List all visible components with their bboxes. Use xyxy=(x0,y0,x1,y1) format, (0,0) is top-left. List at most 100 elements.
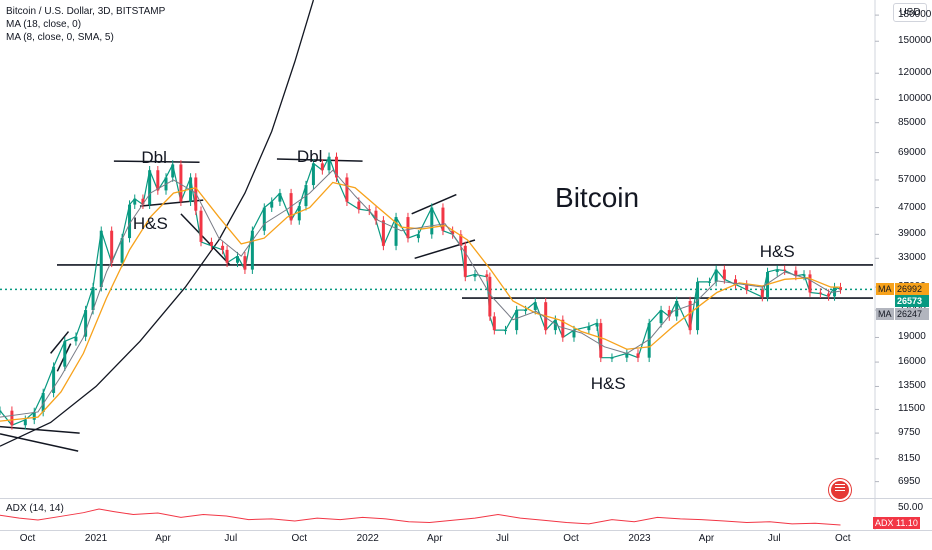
annotation-label[interactable]: H&S xyxy=(590,374,626,394)
candle-body xyxy=(599,323,603,358)
currency-button[interactable]: USD xyxy=(893,3,927,22)
trendline xyxy=(276,158,363,162)
series-line xyxy=(0,155,841,426)
price-tick-label: 16000 xyxy=(898,356,926,368)
price-tick-label: 120000 xyxy=(898,67,932,79)
adx-legend[interactable]: ADX (14, 14) xyxy=(6,503,64,514)
candle-body xyxy=(297,206,301,221)
price-tick-label: 8150 xyxy=(898,452,921,464)
price-tick-label: 6950 xyxy=(898,475,921,487)
annotation-label[interactable]: H&S xyxy=(132,213,168,233)
candle-body xyxy=(278,193,282,202)
price-tick-label: 13500 xyxy=(898,380,926,392)
candle-body xyxy=(320,163,324,171)
annotation-label[interactable]: Bitcoin xyxy=(555,181,640,213)
trendline xyxy=(180,213,231,266)
time-tick-label: Jul xyxy=(496,533,509,544)
candle-body xyxy=(595,323,599,327)
trendline xyxy=(0,433,79,452)
candle-body xyxy=(209,241,213,246)
candle-body xyxy=(270,201,274,208)
price-tag-value: 26573 xyxy=(895,295,929,307)
trendline xyxy=(50,331,70,354)
candle-body xyxy=(610,357,614,359)
candle-body xyxy=(625,353,629,358)
price-tick-label: 100000 xyxy=(898,93,932,105)
adx-tick: 50.00 xyxy=(898,502,924,513)
price-tag-label: MA xyxy=(876,283,894,295)
price-tick-label: 180000 xyxy=(898,9,932,21)
candle-body xyxy=(52,366,56,393)
time-tick-label: Oct xyxy=(19,533,36,544)
trendline xyxy=(113,160,200,163)
candle-body xyxy=(84,310,88,337)
candle-body xyxy=(357,201,361,210)
annotation-label[interactable]: Dbl xyxy=(296,146,323,166)
candle-body xyxy=(459,234,463,246)
candle-body xyxy=(838,287,842,290)
ma18-legend[interactable]: MA (18, close, 0) xyxy=(6,19,82,30)
candle-body xyxy=(367,209,371,211)
candle-body xyxy=(416,234,420,239)
price-tick-label: 9750 xyxy=(898,427,921,439)
price-tag-label: MA xyxy=(876,308,894,320)
candle-body xyxy=(91,287,95,311)
price-tick-label: 33000 xyxy=(898,252,926,264)
series-layer xyxy=(0,152,842,430)
candle-body xyxy=(696,281,700,331)
time-tick-label: Apr xyxy=(426,533,443,544)
candle-body xyxy=(99,230,103,288)
candle-body xyxy=(488,276,492,317)
annotation-label[interactable]: H&S xyxy=(759,241,795,261)
candle-body xyxy=(32,411,36,420)
flag-icon[interactable] xyxy=(829,479,851,501)
trendline xyxy=(411,193,457,215)
candle-body xyxy=(783,269,787,271)
candle-body xyxy=(374,210,378,221)
chart-legend: Bitcoin / U.S. Dollar, 3D, BITSTAMP MA (… xyxy=(6,5,165,44)
candle-body xyxy=(430,207,434,235)
candle-body xyxy=(647,323,651,358)
ma8-legend[interactable]: MA (8, close, 0, SMA, 5) xyxy=(6,32,114,43)
candle-body xyxy=(394,217,398,246)
symbol-title[interactable]: Bitcoin / U.S. Dollar, 3D, BITSTAMP xyxy=(6,6,166,17)
candle-body xyxy=(587,326,591,331)
candle-body xyxy=(827,293,831,297)
price-tag-value: 26247 xyxy=(895,308,929,320)
candle-body xyxy=(533,302,537,311)
candle-body xyxy=(802,274,806,276)
time-tick-label: 2022 xyxy=(356,533,379,544)
candle-body xyxy=(262,207,266,231)
adx-value-label: ADX xyxy=(875,518,894,528)
candle-body xyxy=(133,198,137,205)
candle-body xyxy=(524,310,528,312)
time-tick-label: Apr xyxy=(698,533,715,544)
candle-body xyxy=(128,204,132,239)
candle-body xyxy=(441,207,445,231)
series-line xyxy=(0,181,841,422)
time-tick-label: Oct xyxy=(834,533,851,544)
candle-body xyxy=(327,156,331,171)
candle-body xyxy=(667,310,671,317)
adx-layer xyxy=(0,508,841,526)
price-tick-label: 69000 xyxy=(898,146,926,158)
candle-body xyxy=(110,230,114,263)
time-tick-label: Apr xyxy=(155,533,171,544)
series-line xyxy=(0,169,841,418)
candle-body xyxy=(74,336,78,342)
candle-body xyxy=(636,353,640,358)
candle-body xyxy=(775,269,779,272)
candle-body xyxy=(722,269,726,280)
candle-body xyxy=(156,170,160,191)
candle-body xyxy=(41,392,45,412)
drawings xyxy=(0,0,874,452)
candle-body xyxy=(473,274,477,277)
price-tick-label: 57000 xyxy=(898,173,926,185)
candle-body xyxy=(451,230,455,235)
candle-body xyxy=(745,284,749,290)
annotation-label[interactable]: Dbl xyxy=(141,147,167,167)
adx-value-tag: ADX 11.10 xyxy=(873,517,920,529)
candle-body xyxy=(760,289,764,297)
candle-body xyxy=(120,238,124,263)
